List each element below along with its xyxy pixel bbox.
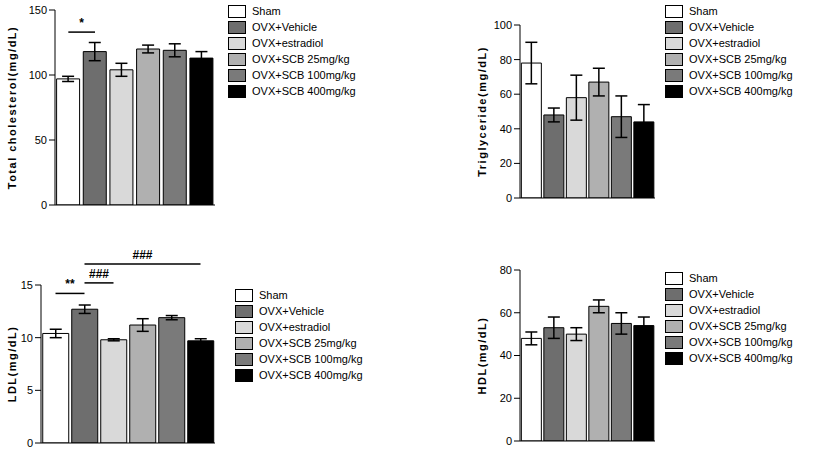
svg-text:5: 5 [27, 384, 33, 396]
html-text:OVX+SCB 400mg/kg: OVX+SCB 400mg/kg [252, 85, 356, 97]
svg-text:20: 20 [500, 392, 512, 404]
html-text:OVX+SCB 25mg/kg: OVX+SCB 25mg/kg [252, 53, 350, 65]
html-text:OVX+estradiol: OVX+estradiol [689, 304, 761, 316]
html-text:OVX+SCB 25mg/kg: OVX+SCB 25mg/kg [259, 337, 357, 349]
html-text:OVX+Vehicle: OVX+Vehicle [689, 288, 755, 300]
svg-text:100: 100 [494, 19, 512, 31]
svg-text:40: 40 [500, 123, 512, 135]
svg-text:10: 10 [21, 332, 33, 344]
svg-text:HDL(mg/dL): HDL(mg/dL) [476, 317, 488, 395]
html-text:Sham: Sham [259, 289, 288, 301]
html-text:OVX+Vehicle: OVX+Vehicle [252, 21, 318, 33]
html-text:Sham: Sham [689, 5, 718, 17]
svg-text:**: ** [65, 277, 75, 291]
html-text:OVX+estradiol: OVX+estradiol [259, 321, 331, 333]
svg-text:150: 150 [29, 4, 47, 16]
html-text:OVX+SCB 100mg/kg: OVX+SCB 100mg/kg [259, 353, 363, 365]
svg-text:60: 60 [500, 307, 512, 319]
svg-text:Total cholesterol(mg/dL): Total cholesterol(mg/dL) [8, 26, 18, 190]
html-text:Sham: Sham [252, 5, 281, 17]
svg-text:15: 15 [21, 279, 33, 291]
html-text:OVX+SCB 100mg/kg: OVX+SCB 100mg/kg [689, 69, 793, 81]
svg-text:20: 20 [500, 157, 512, 169]
svg-text:80: 80 [500, 264, 512, 276]
svg-text:100: 100 [29, 69, 47, 81]
svg-text:*: * [79, 16, 84, 30]
svg-text:80: 80 [500, 54, 512, 66]
svg-text:0: 0 [506, 435, 512, 447]
svg-text:###: ### [132, 250, 152, 262]
svg-text:0: 0 [41, 199, 47, 211]
html-text:Sham: Sham [689, 272, 718, 284]
svg-text:0: 0 [506, 192, 512, 204]
svg-text:Triglyceride(mg/dL): Triglyceride(mg/dL) [476, 46, 488, 177]
html-text:OVX+SCB 100mg/kg: OVX+SCB 100mg/kg [689, 336, 793, 348]
html-text:OVX+SCB 25mg/kg: OVX+SCB 25mg/kg [689, 320, 787, 332]
html-text:OVX+SCB 25mg/kg: OVX+SCB 25mg/kg [689, 53, 787, 65]
html-text:OVX+SCB 400mg/kg: OVX+SCB 400mg/kg [259, 369, 363, 381]
html-text:OVX+Vehicle: OVX+Vehicle [259, 305, 325, 317]
html-text:OVX+Vehicle: OVX+Vehicle [689, 21, 755, 33]
svg-text:0: 0 [27, 437, 33, 449]
svg-text:40: 40 [500, 349, 512, 361]
svg-text:50: 50 [35, 134, 47, 146]
svg-text:LDL(mg/dL): LDL(mg/dL) [8, 326, 18, 403]
html-text:OVX+SCB 100mg/kg: OVX+SCB 100mg/kg [252, 69, 356, 81]
svg-text:60: 60 [500, 88, 512, 100]
html-text:OVX+estradiol: OVX+estradiol [252, 37, 324, 49]
svg-text:###: ### [89, 267, 109, 281]
html-text:OVX+SCB 400mg/kg: OVX+SCB 400mg/kg [689, 352, 793, 364]
html-text:OVX+estradiol: OVX+estradiol [689, 37, 761, 49]
html-text:OVX+SCB 400mg/kg: OVX+SCB 400mg/kg [689, 85, 793, 97]
